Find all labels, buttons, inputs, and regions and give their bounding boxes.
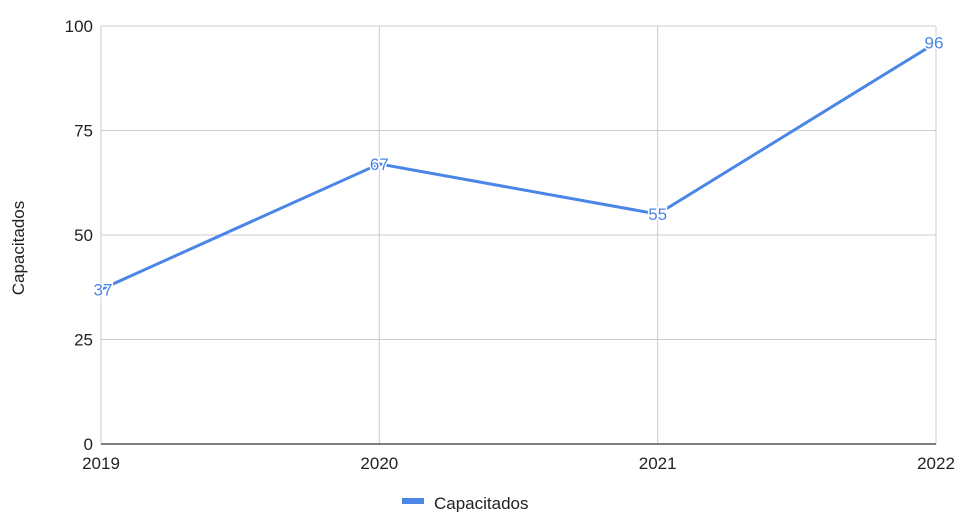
legend-swatch [402, 498, 424, 504]
y-tick-label: 0 [84, 435, 93, 454]
x-tick-label: 2020 [360, 454, 398, 473]
x-tick-label: 2022 [917, 454, 955, 473]
y-tick-label: 100 [65, 17, 93, 36]
series-line [99, 41, 938, 291]
series-group [99, 41, 938, 291]
x-tick-label: 2021 [639, 454, 677, 473]
x-axis-ticks: 2019 2020 2021 2022 [82, 454, 955, 473]
y-axis-title: Capacitados [9, 201, 28, 296]
y-axis-ticks: 0 25 50 75 100 [65, 17, 93, 454]
grid [100, 25, 937, 445]
data-labels: 37 67 55 96 [92, 32, 945, 301]
data-label: 55 [648, 205, 667, 224]
data-label: 67 [370, 155, 389, 174]
legend-label: Capacitados [434, 494, 529, 512]
y-tick-label: 75 [74, 122, 93, 141]
y-tick-label: 25 [74, 331, 93, 350]
data-label: 37 [94, 280, 113, 299]
data-label: 96 [925, 34, 944, 53]
legend: Capacitados [402, 494, 529, 512]
x-tick-label: 2019 [82, 454, 120, 473]
y-tick-label: 50 [74, 226, 93, 245]
